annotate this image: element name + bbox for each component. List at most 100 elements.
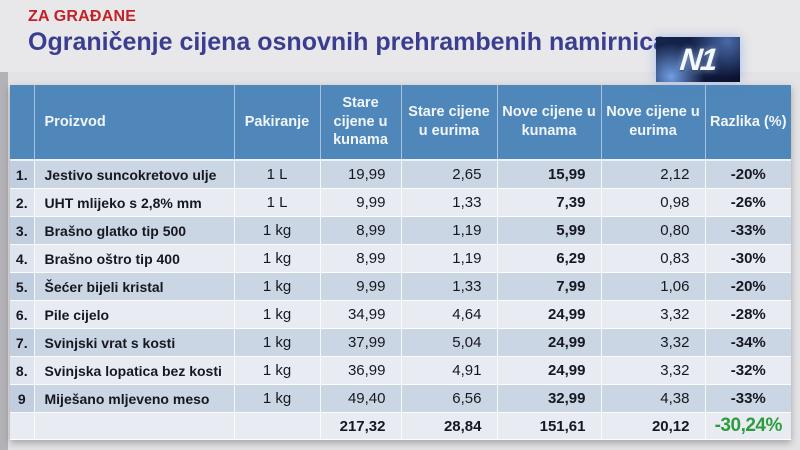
col-header-nove-kune: Nove cijene u kunama [497, 85, 602, 161]
difference-percent: -32% [705, 356, 791, 385]
new-price-euro: 3,32 [601, 356, 706, 385]
new-price-euro: 0,83 [601, 244, 706, 273]
new-price-kuna: 6,29 [497, 244, 602, 273]
table-body: 1. Jestivo suncokretovo ulje 1 L 19,99 2,65 1… [10, 160, 791, 413]
new-price-euro: 0,80 [601, 216, 706, 245]
table-total-row: 217,32 28,84 151,61 20,12 -30,24% [10, 412, 791, 440]
difference-percent: -28% [705, 300, 791, 329]
table-row: 7. Svinjski vrat s kosti 1 kg 37,99 5,04 24,9… [10, 328, 791, 357]
old-price-euro: 1,19 [401, 244, 498, 273]
product-name: Miješano mljeveno meso [34, 384, 235, 413]
new-price-euro: 4,38 [601, 384, 706, 413]
page-title: Ograničenje cijena osnovnih prehrambenih… [28, 28, 668, 56]
old-price-kuna: 34,99 [320, 300, 402, 329]
old-price-euro: 5,04 [401, 328, 498, 357]
left-edge-shade [0, 72, 8, 450]
product-name: Brašno oštro tip 400 [34, 244, 235, 273]
table-row: 5. Šećer bijeli kristal 1 kg 9,99 1,33 7,99 1,… [10, 272, 791, 301]
difference-percent: -20% [705, 160, 791, 189]
package-size: 1 kg [234, 216, 321, 245]
row-index: 6. [10, 300, 35, 329]
old-price-kuna: 19,99 [320, 160, 402, 189]
new-price-kuna: 5,99 [497, 216, 602, 245]
col-header-pakiranje: Pakiranje [234, 85, 321, 161]
old-price-kuna: 37,99 [320, 328, 402, 357]
old-price-euro: 1,19 [401, 216, 498, 245]
old-price-euro: 2,65 [401, 160, 498, 189]
product-name: Šećer bijeli kristal [34, 272, 235, 301]
total-cell-empty-pack [234, 412, 321, 440]
total-stare-euri: 28,84 [401, 412, 498, 440]
col-header-proizvod: Proizvod [34, 85, 235, 161]
product-name: Jestivo suncokretovo ulje [34, 160, 235, 189]
row-index: 4. [10, 244, 35, 273]
table-row: 6. Pile cijelo 1 kg 34,99 4,64 24,99 3,32 -28% [10, 300, 791, 329]
difference-percent: -34% [705, 328, 791, 357]
row-index: 9 [10, 384, 35, 413]
old-price-euro: 6,56 [401, 384, 498, 413]
row-index: 2. [10, 188, 35, 217]
product-name: UHT mlijeko s 2,8% mm [34, 188, 235, 217]
product-name: Brašno glatko tip 500 [34, 216, 235, 245]
col-header-index [10, 85, 35, 161]
col-header-nove-euri: Nove cijene u eurima [601, 85, 706, 161]
difference-percent: -33% [705, 384, 791, 413]
old-price-kuna: 9,99 [320, 272, 402, 301]
old-price-kuna: 8,99 [320, 244, 402, 273]
n1-channel-logo: N1 [656, 37, 740, 82]
total-cell-empty-index [10, 412, 35, 440]
row-index: 3. [10, 216, 35, 245]
package-size: 1 kg [234, 356, 321, 385]
difference-percent: -33% [705, 216, 791, 245]
total-nove-euri: 20,12 [601, 412, 706, 440]
old-price-euro: 1,33 [401, 272, 498, 301]
product-name: Svinjska lopatica bez kosti [34, 356, 235, 385]
table-row: 8. Svinjska lopatica bez kosti 1 kg 36,99 4,… [10, 356, 791, 385]
difference-percent: -26% [705, 188, 791, 217]
package-size: 1 kg [234, 244, 321, 273]
col-header-stare-euri: Stare cijene u eurima [401, 85, 498, 161]
row-index: 5. [10, 272, 35, 301]
new-price-euro: 3,32 [601, 300, 706, 329]
package-size: 1 kg [234, 384, 321, 413]
price-table: Proizvod Pakiranje Stare cijene u kunama… [10, 85, 791, 440]
new-price-kuna: 15,99 [497, 160, 602, 189]
table-header-row: Proizvod Pakiranje Stare cijene u kunama… [10, 85, 791, 161]
package-size: 1 L [234, 188, 321, 217]
new-price-kuna: 24,99 [497, 300, 602, 329]
package-size: 1 kg [234, 328, 321, 357]
row-index: 7. [10, 328, 35, 357]
col-header-razlika: Razlika (%) [705, 85, 791, 161]
total-cell-empty-name [34, 412, 235, 440]
table-row: 9 Miješano mljeveno meso 1 kg 49,40 6,56 32,9… [10, 384, 791, 413]
difference-percent: -30% [705, 244, 791, 273]
table-row: 2. UHT mlijeko s 2,8% mm 1 L 9,99 1,33 7,39 0,… [10, 188, 791, 217]
old-price-kuna: 9,99 [320, 188, 402, 217]
new-price-kuna: 24,99 [497, 328, 602, 357]
n1-logo-text: N1 [678, 41, 718, 77]
new-price-kuna: 32,99 [497, 384, 602, 413]
old-price-kuna: 8,99 [320, 216, 402, 245]
package-size: 1 L [234, 160, 321, 189]
total-razlika-percent: -30,24% [705, 412, 791, 440]
table-row: 1. Jestivo suncokretovo ulje 1 L 19,99 2,65 1… [10, 160, 791, 189]
new-price-euro: 0,98 [601, 188, 706, 217]
table-row: 4. Brašno oštro tip 400 1 kg 8,99 1,19 6,29 0,… [10, 244, 791, 273]
new-price-kuna: 24,99 [497, 356, 602, 385]
old-price-euro: 4,64 [401, 300, 498, 329]
package-size: 1 kg [234, 272, 321, 301]
old-price-kuna: 36,99 [320, 356, 402, 385]
old-price-euro: 4,91 [401, 356, 498, 385]
col-header-stare-kune: Stare cijene u kunama [320, 85, 402, 161]
row-index: 8. [10, 356, 35, 385]
new-price-euro: 2,12 [601, 160, 706, 189]
row-index: 1. [10, 160, 35, 189]
total-nove-kune: 151,61 [497, 412, 602, 440]
table-row: 3. Brašno glatko tip 500 1 kg 8,99 1,19 5,99 0… [10, 216, 791, 245]
difference-percent: -20% [705, 272, 791, 301]
new-price-kuna: 7,99 [497, 272, 602, 301]
new-price-kuna: 7,39 [497, 188, 602, 217]
total-stare-kune: 217,32 [320, 412, 402, 440]
product-name: Svinjski vrat s kosti [34, 328, 235, 357]
